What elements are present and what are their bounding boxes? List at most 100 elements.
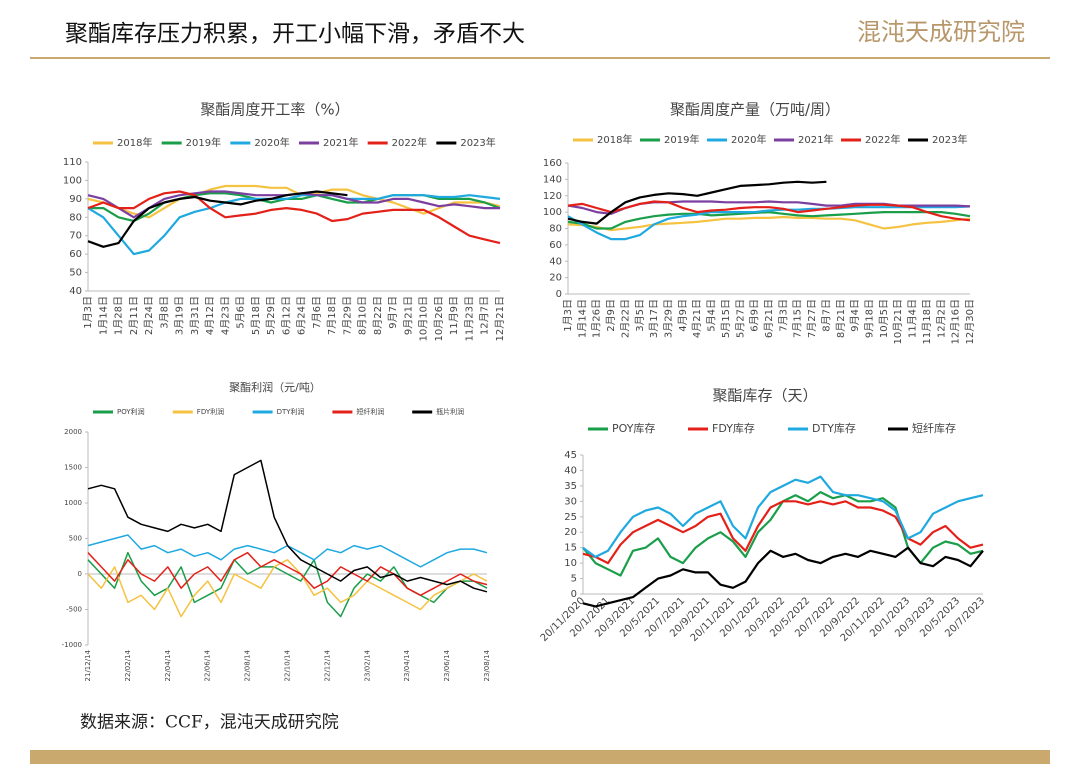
x-tick-label: 6月12日	[280, 296, 292, 335]
x-tick-label: 9月7日	[387, 296, 399, 329]
x-tick-label: 9月4日	[849, 299, 861, 332]
series-line	[567, 211, 971, 230]
series-line	[87, 559, 488, 618]
legend-label: 2021年	[323, 136, 358, 149]
x-tick-label: 23/06/14	[443, 649, 451, 681]
chart-title: 聚酯周度产量（万吨/周）	[670, 101, 840, 119]
x-tick-label: 12月30日	[964, 299, 976, 344]
legend-label: 2019年	[186, 136, 221, 149]
x-tick-label: 21/12/14	[84, 649, 92, 681]
x-tick-label: 1月26日	[591, 299, 603, 338]
x-tick-label: 12月7日	[479, 296, 491, 335]
x-tick-label: 23/02/14	[363, 649, 371, 681]
y-tick-label: 60	[549, 240, 562, 251]
y-tick-label: 100	[543, 207, 562, 218]
x-tick-label: 10月26日	[433, 296, 445, 341]
x-tick-label: 23/04/14	[403, 649, 411, 681]
y-tick-label: 140	[543, 174, 562, 185]
y-tick-label: 90	[69, 194, 82, 205]
x-tick-label: 2月11日	[128, 296, 140, 335]
x-tick-label: 7月3日	[777, 299, 789, 332]
chart-title: 聚酯库存（天）	[712, 387, 817, 405]
y-tick-label: 0	[78, 570, 82, 578]
x-tick-label: 23/08/14	[483, 649, 491, 681]
y-tick-label: 70	[69, 231, 82, 242]
x-tick-label: 12月21日	[494, 296, 506, 341]
x-tick-label: 3月19日	[174, 296, 186, 335]
y-tick-label: 50	[69, 268, 82, 279]
legend-label: 短纤利润	[356, 407, 384, 416]
x-tick-label: 7月29日	[341, 296, 353, 335]
legend-label: 2020年	[731, 133, 766, 146]
y-tick-label: 0	[556, 289, 562, 300]
y-tick-label: 60	[69, 249, 82, 260]
x-tick-label: 12月2日	[935, 299, 947, 338]
legend-label: DTY利润	[277, 407, 305, 416]
y-tick-label: 45	[564, 450, 577, 461]
x-tick-label: 4月9日	[677, 299, 689, 332]
y-tick-label: 100	[63, 175, 82, 186]
x-tick-label: 3月31日	[189, 296, 201, 335]
y-tick-label: 30	[564, 496, 577, 507]
series-line	[87, 190, 348, 248]
y-tick-label: 120	[543, 191, 562, 202]
legend-label: 2020年	[254, 136, 289, 149]
x-tick-label: 3月17日	[648, 299, 660, 338]
legend-label: 2018年	[597, 133, 632, 146]
y-tick-label: 15	[564, 543, 577, 554]
x-tick-label: 12月16日	[950, 299, 962, 344]
logo: 混沌天成研究院	[857, 18, 1025, 46]
x-tick-label: 6月21日	[763, 299, 775, 338]
x-tick-label: 5月27日	[734, 299, 746, 338]
y-tick-label: 20	[564, 527, 577, 538]
x-tick-label: 22/08/14	[244, 649, 252, 681]
series-line	[87, 551, 488, 618]
x-tick-label: 22/02/14	[124, 649, 132, 681]
x-tick-label: 1月3日	[82, 296, 94, 329]
x-tick-label: 5月29日	[265, 296, 277, 335]
x-tick-label: 8月10日	[357, 296, 369, 335]
x-tick-label: 11月23日	[463, 296, 475, 341]
x-tick-label: 4月12日	[204, 296, 216, 335]
x-tick-label: 3月8日	[158, 296, 170, 329]
source-note: 数据来源：CCF，混沌天成研究院	[80, 713, 339, 733]
x-tick-label: 5月15日	[720, 299, 732, 338]
x-tick-label: 7月6日	[311, 296, 323, 329]
x-tick-label: 6月9日	[749, 299, 761, 332]
y-tick-label: 160	[543, 158, 562, 169]
series-line	[87, 194, 501, 256]
x-tick-label: 10月21日	[892, 299, 904, 344]
legend-label: 2022年	[392, 136, 427, 149]
x-tick-label: 5月18日	[250, 296, 262, 335]
y-tick-label: 80	[549, 224, 562, 235]
x-tick-label: 22/06/14	[204, 649, 212, 681]
x-tick-label: 4月21日	[691, 299, 703, 338]
y-tick-label: -500	[66, 606, 82, 614]
y-tick-label: 5	[571, 574, 577, 585]
y-tick-label: 0	[571, 589, 577, 600]
series-line	[87, 459, 488, 593]
series-line	[87, 551, 488, 597]
chart-title: 聚酯利润（元/吨）	[229, 380, 321, 394]
legend-label: DTY库存	[812, 421, 856, 435]
series-line	[582, 546, 984, 608]
x-tick-label: 11月9日	[448, 296, 460, 335]
x-tick-label: 5月4日	[706, 299, 718, 332]
series-line	[87, 190, 501, 245]
x-tick-label: 9月21日	[402, 296, 414, 335]
x-tick-label: 22/10/14	[284, 649, 292, 681]
y-tick-label: 25	[564, 512, 577, 523]
y-tick-label: 80	[69, 212, 82, 223]
y-tick-label: 1500	[64, 464, 82, 472]
y-tick-label: 20	[549, 273, 562, 284]
x-tick-label: 7月18日	[326, 296, 338, 335]
y-tick-label: 40	[549, 256, 562, 267]
footer-bar	[30, 750, 1050, 764]
x-tick-label: 8月21日	[835, 299, 847, 338]
chart-title: 聚酯周度开工率（%）	[200, 101, 349, 119]
legend-label: 2021年	[798, 133, 833, 146]
series-line	[582, 500, 984, 565]
x-tick-label: 1月14日	[97, 296, 109, 335]
legend-label: POY库存	[612, 421, 655, 435]
legend-label: 短纤库存	[912, 421, 956, 435]
